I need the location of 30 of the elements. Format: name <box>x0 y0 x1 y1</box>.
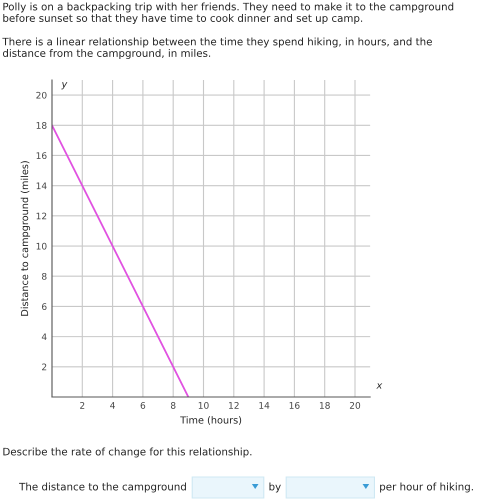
y-tick-label: 10 <box>36 242 47 250</box>
y-tick-label: 6 <box>42 303 47 310</box>
chart-title: Polly is on a backpacking trip with her friends. They need to make it to the campground before sunset so that they have time to cook dinner and set up camp. <box>3 2 454 24</box>
chart-subtitle: There is a linear relationship between the time they spend hiking, in hours, and the distance from the campground, in miles. <box>2 38 432 59</box>
x-tick-label: 20 <box>350 402 360 409</box>
y-tick-label: 20 <box>36 92 47 99</box>
x-axis-title: Time (hours) <box>180 416 242 425</box>
text: by <box>269 482 281 492</box>
x-tick-label: 14 <box>259 402 270 409</box>
y-tick-label: 16 <box>36 152 47 160</box>
y-tick-label: 2 <box>42 364 46 370</box>
y-tick-label: 8 <box>42 272 47 280</box>
annotation: y <box>61 82 68 90</box>
y-tick-label: 4 <box>42 333 47 340</box>
x-tick-label: 6 <box>140 402 146 409</box>
x-tick-label: 18 <box>320 402 330 409</box>
y-axis-title: Distance to campground (miles) <box>20 161 30 316</box>
x-tick-label: 10 <box>198 402 209 409</box>
y-tick-label: 18 <box>36 122 47 129</box>
x-tick-label: 16 <box>290 402 300 409</box>
text: The distance to the campground <box>19 482 186 492</box>
text: Describe the rate of change for this relationship. <box>3 448 252 458</box>
y-tick-label: 12 <box>36 212 46 220</box>
x-tick-label: 2 <box>80 402 84 409</box>
text: x <box>376 383 382 389</box>
x-tick-label: 4 <box>110 402 115 409</box>
x-tick-label: 8 <box>170 402 176 409</box>
text: per hour of hiking. <box>380 482 473 492</box>
y-tick-label: 14 <box>36 182 47 190</box>
x-tick-label: 12 <box>229 402 239 409</box>
